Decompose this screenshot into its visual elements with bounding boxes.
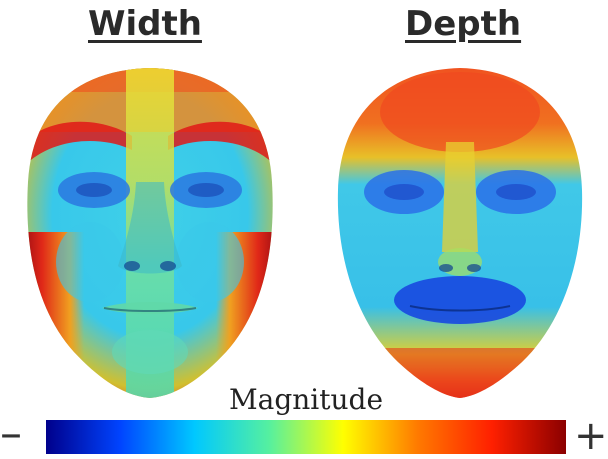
colorbar	[46, 420, 566, 454]
width-title: Width	[88, 4, 202, 44]
width-face-heatmap	[27, 68, 273, 398]
colorbar-high-symbol: +	[574, 413, 608, 459]
colorbar-low-symbol: –	[0, 408, 22, 459]
colorbar-gradient	[46, 420, 566, 454]
depth-face-heatmap	[337, 68, 583, 398]
depth-title: Depth	[405, 4, 522, 44]
colorbar-label: Magnitude	[228, 383, 384, 416]
